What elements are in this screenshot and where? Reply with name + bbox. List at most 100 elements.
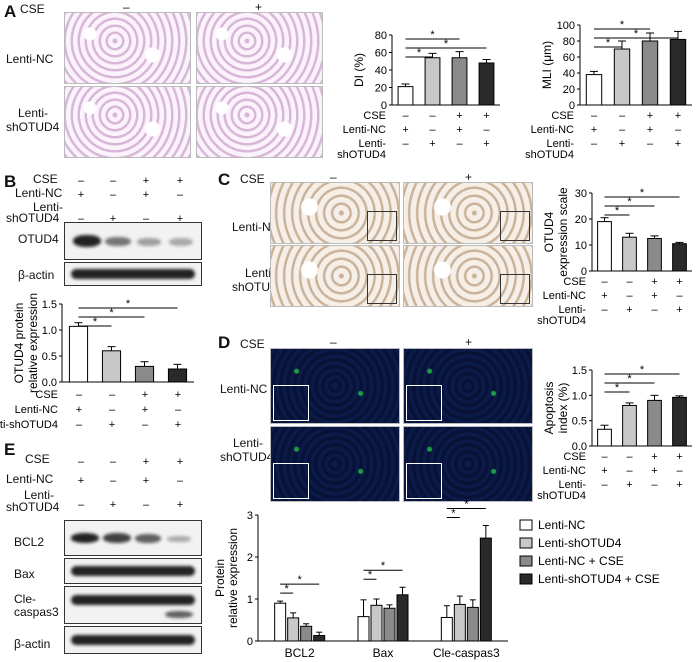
condition-sign: + [647,110,653,122]
y-tick-label: 0.0 [572,441,587,453]
bar [672,243,687,272]
e-cle-label-a: Cle- [14,592,37,606]
significance-star: * [368,569,373,581]
condition-sign: + [591,124,597,136]
y-tick-label: 80 [563,36,575,48]
condition-sign: + [402,124,408,136]
b-cse: CSE [33,172,58,186]
e-cse: CSE [25,452,50,466]
bar [622,404,637,447]
y-tick-label: 1.5 [572,365,587,377]
condition-sign: + [651,290,657,302]
ihc-image-nc-ctrl [270,182,400,244]
condition-sign: – [110,475,117,487]
y-axis-label: relative expression [26,293,40,393]
condition-label: shOTUD4 [525,149,574,161]
condition-sign: + [626,479,632,491]
condition-label: CSE [563,276,586,288]
significance-star: * [430,29,435,41]
condition-sign: – [626,276,633,288]
y-tick-label: 60 [563,52,575,64]
tunel-image-sh-cse [403,426,533,502]
bar [597,221,612,272]
condition-sign: + [456,124,462,136]
condition-label: CSE [363,110,386,122]
significance-star: * [620,19,625,31]
e-lenti-sh-b: shOTUD4 [6,500,60,514]
condition-sign: + [675,110,681,122]
condition-label: CSE [563,451,586,463]
condition-sign: – [601,304,608,316]
bar [647,238,662,272]
legend-label: Lenti-NC + CSE [538,554,624,568]
condition-sign: – [109,389,116,401]
e-bcl2-label: BCL2 [14,535,45,549]
condition-label: Lenti-NC [531,124,574,136]
y-axis-label: OTUD4 protein [12,303,26,384]
c-cse: CSE [240,172,265,186]
e-lenti-nc: Lenti-NC [6,472,54,486]
significance-star: * [464,499,469,511]
blot-bax [64,558,202,584]
e-bax-label: Bax [14,567,35,581]
condition-sign: – [647,138,654,150]
bar [479,537,492,642]
y-tick-label: 60 [375,48,387,60]
condition-sign: – [177,475,184,487]
condition-sign: – [109,404,116,416]
condition-sign: – [676,465,683,477]
bar [313,635,326,642]
bar [672,396,687,447]
condition-sign: + [456,110,462,122]
c-plus: + [465,170,473,184]
he-image-nc-ctrl [64,12,191,84]
tunel-image-nc-ctrl [270,348,400,424]
y-tick-label: 100 [557,20,575,32]
condition-sign: + [143,189,149,201]
bar [440,616,453,642]
condition-sign: – [429,124,436,136]
condition-sign: – [619,110,626,122]
significance-star: * [640,364,645,376]
condition-sign: + [676,304,682,316]
bar [68,325,89,383]
y-tick-label: 0 [569,100,575,112]
bar [641,40,659,106]
condition-sign: + [675,138,681,150]
condition-sign: – [110,456,117,468]
e-lenti-sh-a: Lenti- [24,488,55,502]
condition-sign: + [429,138,435,150]
ihc-image-sh-ctrl [270,245,400,307]
y-tick-label: 1.0 [572,390,587,402]
blot-bactin-e [64,626,202,654]
y-axis-label: MLI (μm) [540,41,554,89]
c-minus: – [330,170,337,184]
panel-label-e: E [4,440,16,459]
y-axis-label: index (%) [556,383,570,434]
condition-sign: – [626,290,633,302]
e-cle-label-b: caspas3 [14,605,59,619]
condition-sign: + [110,213,116,225]
condition-sign: + [177,499,183,511]
bar [424,57,441,106]
condition-sign: – [76,389,83,401]
condition-label: Lenti-shOTUD4 [0,419,58,431]
significance-star: * [285,583,290,595]
row-label-lenti-sh-b: shOTUD4 [6,120,60,134]
y-tick-label: 40 [563,68,575,80]
he-image-sh-ctrl [64,86,191,158]
y-tick-label: 1.5 [42,299,57,311]
condition-label: Lenti- [358,138,386,150]
condition-sign: – [78,456,85,468]
c-row-sh-a: Lenti- [245,266,276,280]
significance-star: * [615,205,620,217]
condition-sign: + [619,138,625,150]
condition-sign: + [676,276,682,288]
condition-sign: – [651,304,658,316]
condition-sign: – [143,499,150,511]
legend-label: Lenti-shOTUD4 [538,536,622,550]
significance-star: * [381,560,386,572]
condition-sign: – [626,451,633,463]
bar [466,606,479,642]
condition-sign: + [676,479,682,491]
